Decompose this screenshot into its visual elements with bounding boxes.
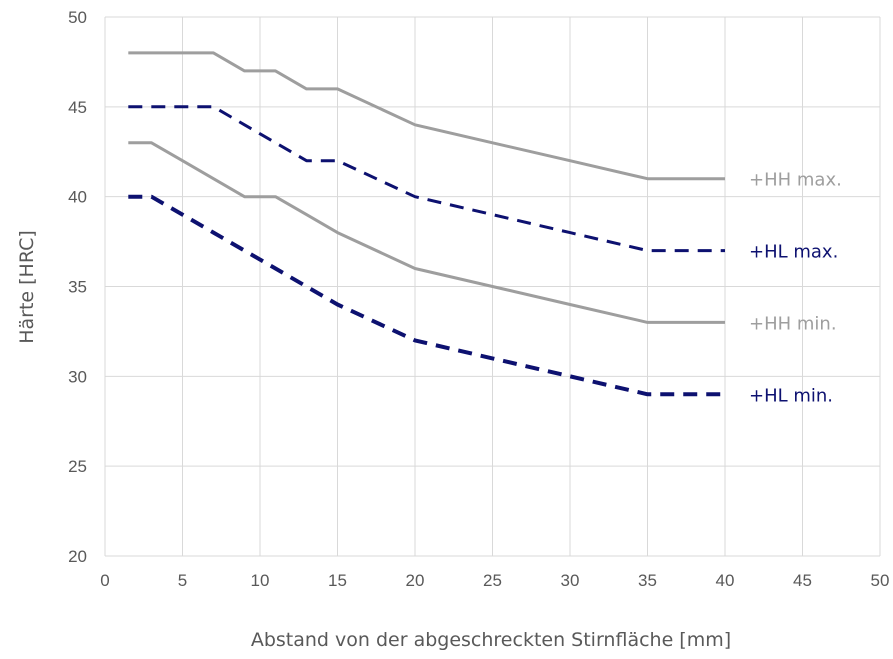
- x-tick-label-35: 35: [638, 571, 657, 590]
- x-tick-label-5: 5: [178, 571, 187, 590]
- series-line-2: [128, 141, 725, 324]
- y-tick-label-35: 35: [68, 278, 87, 297]
- x-axis-title: Abstand von der abgeschreckten Stirnfläc…: [251, 629, 731, 651]
- y-tick-label-25: 25: [68, 457, 87, 476]
- series-lines: [128, 51, 725, 397]
- series-label-0: +HH max.: [749, 170, 842, 191]
- gridlines: [104, 16, 881, 557]
- series-line-3: [128, 194, 725, 397]
- y-tick-label-50: 50: [68, 8, 87, 27]
- y-tick-label-45: 45: [68, 98, 87, 117]
- series-line-0: [128, 51, 725, 181]
- series-label-2: +HH min.: [749, 313, 837, 334]
- series-label-1: +HL max.: [749, 242, 838, 263]
- x-tick-label-10: 10: [251, 571, 270, 590]
- x-tick-label-25: 25: [483, 571, 502, 590]
- series-line-1: [128, 105, 725, 253]
- y-tick-labels: 20 25 30 35 40 45 50: [68, 8, 87, 566]
- x-tick-label-50: 50: [871, 571, 890, 590]
- series-label-3: +HL min.: [749, 385, 833, 406]
- x-tick-label-40: 40: [716, 571, 735, 590]
- x-tick-labels: 0 5 10 15 20 25 30 35 40 45 50: [100, 571, 889, 590]
- y-tick-label-40: 40: [68, 188, 87, 207]
- y-tick-label-20: 20: [68, 547, 87, 566]
- x-tick-label-45: 45: [793, 571, 812, 590]
- x-tick-label-20: 20: [406, 571, 425, 590]
- y-axis-title: Härte [HRC]: [16, 230, 38, 344]
- x-tick-label-0: 0: [100, 571, 109, 590]
- x-tick-label-30: 30: [561, 571, 580, 590]
- y-tick-label-30: 30: [68, 367, 87, 386]
- series-labels: +HH max. +HL max. +HH min. +HL min.: [749, 170, 842, 407]
- x-tick-label-15: 15: [328, 571, 347, 590]
